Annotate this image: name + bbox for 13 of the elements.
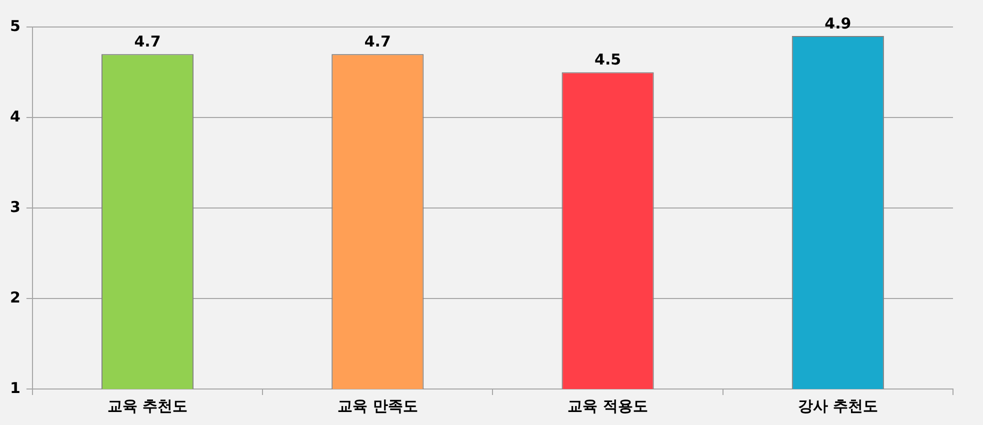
- x-tick-label: 강사 추천도: [798, 396, 878, 415]
- y-tick-label: 1: [10, 378, 20, 397]
- data-label: 4.7: [134, 32, 161, 51]
- y-tick-label: 4: [10, 107, 20, 126]
- x-tick-label: 교육 만족도: [338, 396, 418, 415]
- data-label: 4.5: [594, 50, 622, 69]
- x-tick-label: 교육 적용도: [568, 396, 648, 415]
- data-label: 4.7: [364, 32, 391, 51]
- x-tick-label: 교육 추천도: [107, 396, 188, 415]
- y-tick-label: 2: [10, 288, 20, 306]
- y-tick-label: 5: [10, 16, 20, 35]
- data-label: 4.9: [824, 14, 852, 32]
- y-tick-label: 3: [10, 198, 20, 216]
